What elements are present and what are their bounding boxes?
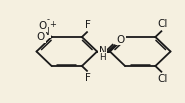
Text: N: N xyxy=(42,27,50,37)
Text: F: F xyxy=(85,73,91,83)
Text: H: H xyxy=(99,53,106,62)
Text: +: + xyxy=(49,20,56,29)
Text: -: - xyxy=(46,15,49,24)
Text: N: N xyxy=(99,46,107,56)
Text: F: F xyxy=(85,20,91,30)
Text: O: O xyxy=(36,32,45,42)
Text: O: O xyxy=(117,35,125,44)
Text: O: O xyxy=(39,21,47,31)
Text: Cl: Cl xyxy=(157,19,167,29)
Text: Cl: Cl xyxy=(157,74,167,84)
